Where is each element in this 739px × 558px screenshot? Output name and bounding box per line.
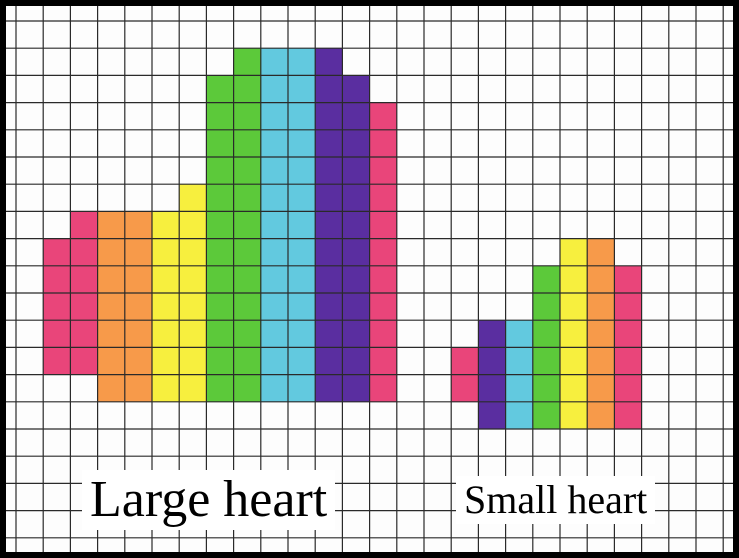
large-heart-column-9 <box>260 48 288 402</box>
large-heart-column-8 <box>233 48 261 402</box>
large-heart-column-4 <box>124 211 152 402</box>
grid-lines <box>6 6 733 552</box>
large-heart-column-13 <box>369 102 397 402</box>
large-heart-column-1 <box>43 238 71 375</box>
large-heart-column-11 <box>315 48 343 402</box>
large-heart-column-5 <box>152 211 180 402</box>
small-heart-caption: Small heart <box>456 476 656 524</box>
small-heart-column-6 <box>587 238 615 429</box>
large-heart-column-3 <box>97 211 125 402</box>
large-heart-column-10 <box>288 48 316 402</box>
pixel-art-canvas <box>6 6 733 552</box>
large-heart-caption: Large heart <box>82 470 336 530</box>
small-heart-column-5 <box>560 238 588 429</box>
